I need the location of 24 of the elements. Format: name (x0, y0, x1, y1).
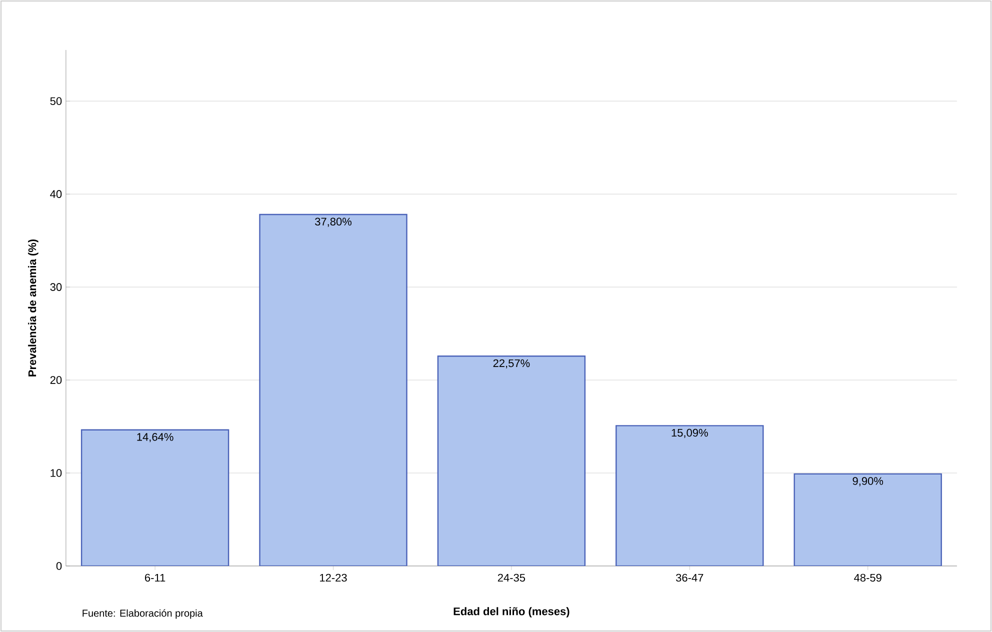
x-tick-label: 6-11 (145, 574, 166, 582)
y-tick-label: 40 (50, 190, 62, 198)
y-axis-title: Prevalencia de anemia (%) (28, 239, 38, 376)
x-tick-label: 48-59 (854, 574, 882, 582)
bar (80, 429, 230, 566)
bar (794, 473, 942, 566)
y-tick-label: 10 (50, 469, 62, 477)
y-tick-label: 20 (50, 376, 62, 384)
x-tick-label: 12-23 (320, 574, 347, 582)
x-tick-label: 36-47 (676, 574, 704, 582)
bar (437, 356, 586, 566)
bar (259, 214, 408, 566)
data-label: 15,09% (672, 428, 708, 438)
data-label: 14,64% (137, 433, 174, 442)
data-label: 22,57% (493, 359, 530, 368)
bar (616, 425, 764, 566)
y-tick-label: 50 (50, 97, 62, 106)
x-axis-title: Edad del niño (meses) (454, 607, 570, 618)
source-note: Fuente: Elaboración propia (82, 609, 203, 619)
data-label: 9,90% (852, 477, 884, 486)
y-tick-label: 0 (56, 562, 62, 570)
x-tick-label: 24-35 (498, 574, 526, 582)
y-tick-label: 30 (50, 283, 62, 291)
data-label: 37,80% (315, 218, 352, 227)
